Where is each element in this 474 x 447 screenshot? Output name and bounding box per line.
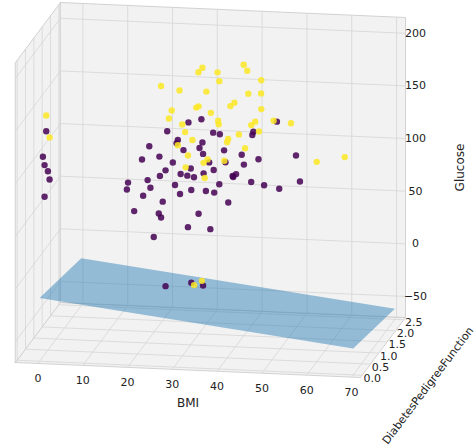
svg-text:BMI: BMI [177, 396, 199, 410]
svg-text:70: 70 [345, 386, 359, 399]
svg-text:50: 50 [255, 382, 269, 395]
svg-text:2.0: 2.0 [397, 327, 415, 340]
svg-text:0: 0 [34, 372, 41, 385]
svg-text:Glucose: Glucose [453, 144, 467, 192]
svg-text:DiabetesPedigreeFunction: DiabetesPedigreeFunction [380, 324, 474, 446]
svg-text:2.5: 2.5 [405, 316, 423, 329]
svg-text:0.0: 0.0 [363, 372, 381, 385]
svg-text:−50: −50 [404, 290, 427, 303]
svg-text:200: 200 [405, 27, 426, 40]
svg-text:60: 60 [300, 384, 314, 397]
svg-text:1.5: 1.5 [388, 338, 406, 351]
svg-text:20: 20 [121, 376, 135, 389]
svg-text:1.0: 1.0 [380, 350, 398, 363]
svg-text:50: 50 [409, 185, 423, 198]
svg-text:30: 30 [165, 378, 179, 391]
svg-text:100: 100 [405, 132, 426, 145]
svg-text:150: 150 [405, 79, 426, 92]
svg-text:0: 0 [412, 237, 419, 250]
svg-text:40: 40 [210, 380, 224, 393]
svg-text:10: 10 [76, 374, 90, 387]
svg-text:0.5: 0.5 [372, 361, 390, 374]
